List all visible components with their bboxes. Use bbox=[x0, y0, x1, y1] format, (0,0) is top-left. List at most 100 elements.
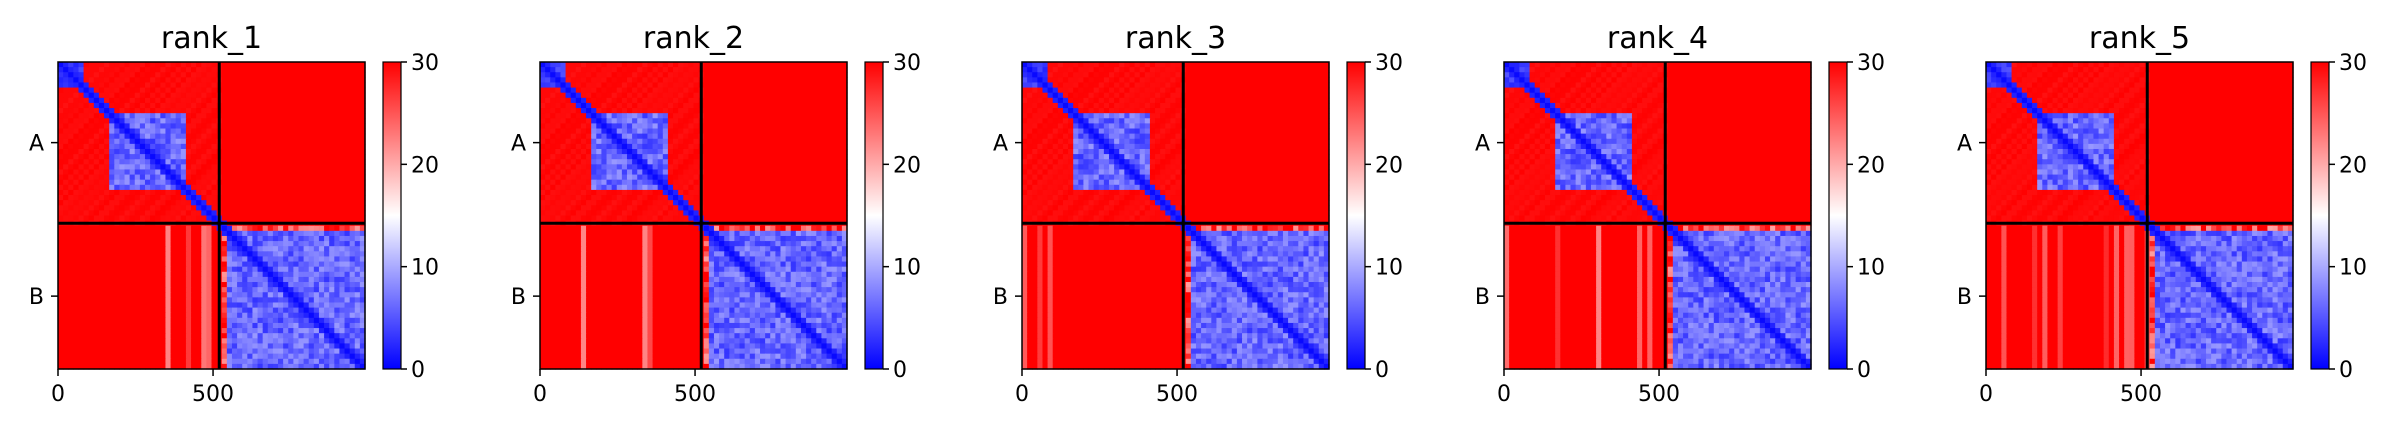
heatmap-cell bbox=[611, 138, 618, 145]
heatmap-cell bbox=[150, 128, 156, 135]
heatmap-cell bbox=[124, 189, 131, 196]
heatmap-cell bbox=[134, 174, 141, 181]
heatmap-cell bbox=[744, 164, 751, 171]
heatmap-cell bbox=[242, 62, 248, 68]
heatmap-cell bbox=[744, 87, 751, 94]
heatmap-cell bbox=[354, 67, 361, 73]
heatmap-cell bbox=[58, 317, 64, 324]
heatmap-cell bbox=[555, 113, 562, 119]
heatmap-cell bbox=[191, 118, 197, 124]
heatmap-cell bbox=[191, 133, 197, 140]
heatmap-cell bbox=[185, 292, 192, 298]
heatmap-cell bbox=[221, 123, 228, 130]
heatmap-cell bbox=[540, 164, 546, 171]
heatmap-cell bbox=[98, 266, 105, 273]
heatmap-cell bbox=[344, 307, 351, 314]
heatmap-cell bbox=[231, 292, 238, 298]
heatmap-cell bbox=[150, 230, 156, 237]
heatmap-cell bbox=[242, 87, 248, 94]
heatmap-cell bbox=[139, 92, 146, 99]
heatmap-cell bbox=[211, 123, 218, 130]
heatmap-cell bbox=[673, 169, 679, 176]
heatmap-cell bbox=[278, 251, 284, 258]
heatmap-cell bbox=[160, 200, 167, 206]
heatmap-cell bbox=[354, 159, 361, 165]
heatmap-cell bbox=[703, 113, 710, 119]
heatmap-cell bbox=[647, 97, 654, 104]
heatmap-cell bbox=[662, 133, 669, 140]
heatmap-cell bbox=[211, 195, 218, 201]
heatmap-cell bbox=[693, 87, 700, 94]
heatmap-cell bbox=[191, 154, 197, 160]
heatmap-cell bbox=[211, 77, 218, 84]
heatmap-cell bbox=[88, 333, 95, 339]
heatmap-cell bbox=[257, 363, 264, 370]
heatmap-cell bbox=[565, 174, 572, 181]
heatmap-cell bbox=[83, 148, 90, 155]
heatmap-cell bbox=[93, 92, 100, 99]
heatmap-cell bbox=[744, 67, 751, 73]
heatmap-cell bbox=[570, 67, 577, 73]
heatmap-cell bbox=[673, 72, 679, 78]
heatmap-cell bbox=[349, 297, 356, 304]
heatmap-cell bbox=[545, 118, 551, 124]
heatmap-cell bbox=[359, 297, 366, 304]
heatmap-cell bbox=[359, 97, 366, 104]
heatmap-cell bbox=[226, 307, 233, 314]
heatmap-cell bbox=[170, 128, 177, 135]
heatmap-cell bbox=[288, 235, 294, 242]
heatmap-cell bbox=[201, 174, 207, 181]
heatmap-cell bbox=[637, 87, 643, 94]
heatmap-cell bbox=[73, 62, 80, 68]
heatmap-cell bbox=[688, 113, 695, 119]
heatmap-cell bbox=[293, 328, 300, 334]
heatmap-cell bbox=[540, 67, 546, 73]
heatmap-cell bbox=[303, 230, 310, 237]
heatmap-cell bbox=[278, 297, 284, 304]
heatmap-cell bbox=[606, 87, 613, 94]
heatmap-cell bbox=[790, 154, 797, 160]
heatmap-cell bbox=[800, 123, 807, 130]
heatmap-cell bbox=[841, 97, 848, 104]
heatmap-cell bbox=[637, 159, 643, 165]
heatmap-cell bbox=[211, 328, 218, 334]
heatmap-cell bbox=[129, 348, 136, 355]
heatmap-cell bbox=[124, 77, 131, 84]
heatmap-cell bbox=[196, 179, 202, 186]
heatmap-cell bbox=[134, 113, 141, 119]
heatmap-cell bbox=[293, 282, 300, 288]
heatmap-cell bbox=[785, 164, 792, 171]
heatmap-cell bbox=[237, 307, 243, 314]
heatmap-cell bbox=[160, 77, 167, 84]
heatmap-cell bbox=[344, 67, 351, 73]
heatmap-cell bbox=[73, 195, 80, 201]
heatmap-cell bbox=[560, 143, 567, 150]
heatmap-cell bbox=[201, 87, 207, 94]
heatmap-cell bbox=[180, 225, 187, 232]
heatmap-cell bbox=[144, 143, 151, 150]
heatmap-cell bbox=[329, 317, 335, 324]
heatmap-cell bbox=[78, 297, 85, 304]
heatmap-cell bbox=[339, 148, 346, 155]
heatmap-cell bbox=[713, 108, 720, 114]
heatmap-cell bbox=[647, 154, 654, 160]
heatmap-cell bbox=[104, 358, 110, 365]
heatmap-cell bbox=[734, 143, 741, 150]
heatmap-cell bbox=[160, 251, 167, 258]
heatmap-cell bbox=[283, 235, 289, 242]
heatmap-cell bbox=[344, 256, 351, 263]
heatmap-cell bbox=[180, 200, 187, 206]
heatmap-cell bbox=[313, 108, 320, 114]
heatmap-cell bbox=[836, 62, 843, 68]
heatmap-cell bbox=[754, 72, 761, 78]
heatmap-cell bbox=[667, 102, 674, 109]
heatmap-cell bbox=[221, 363, 228, 370]
heatmap-cell bbox=[134, 230, 141, 237]
heatmap-cell bbox=[770, 67, 776, 73]
heatmap-cell bbox=[160, 363, 167, 370]
heatmap-cell bbox=[83, 195, 90, 201]
heatmap-cell bbox=[139, 276, 146, 283]
heatmap-cell bbox=[211, 138, 218, 145]
heatmap-cell bbox=[160, 235, 167, 242]
heatmap-cell bbox=[134, 328, 141, 334]
